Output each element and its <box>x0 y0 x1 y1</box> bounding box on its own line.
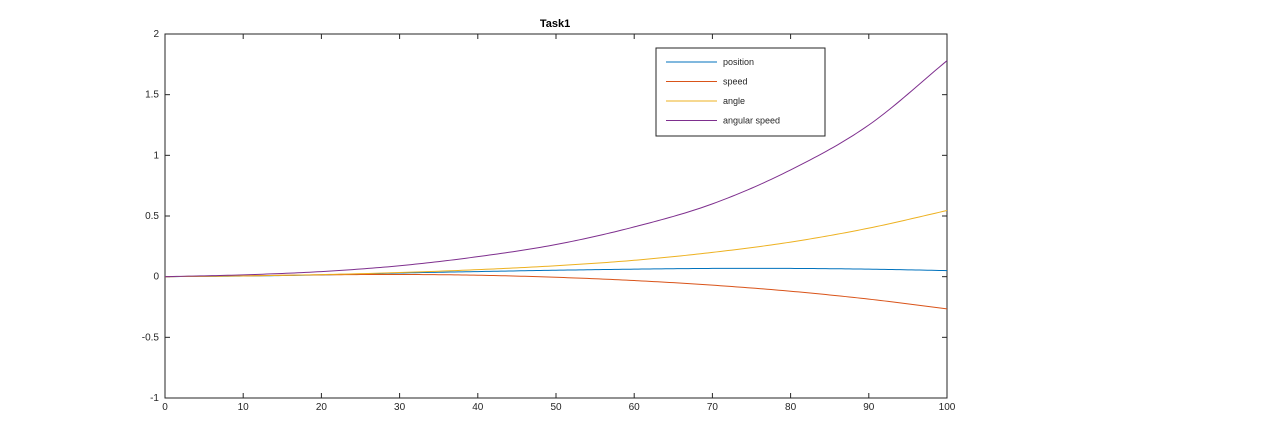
y-tick-label: 1.5 <box>145 90 159 101</box>
y-tick-label: 1 <box>153 150 159 161</box>
legend-label: speed <box>723 77 748 87</box>
legend-label: angle <box>723 96 745 106</box>
legend: position speed angle angular speed <box>655 47 826 137</box>
y-tick-label: -0.5 <box>142 332 160 343</box>
x-tick-label: 20 <box>316 402 328 413</box>
y-tick-label: 2 <box>153 29 159 40</box>
x-tick-label: 10 <box>238 402 250 413</box>
x-tick-label: 50 <box>550 402 562 413</box>
series-line-angle <box>164 210 948 278</box>
x-tick-label: 0 <box>162 402 168 413</box>
x-tick-label: 60 <box>629 402 641 413</box>
x-tick-label: 80 <box>785 402 797 413</box>
series-lines <box>164 60 948 310</box>
y-tick-label: -1 <box>150 393 159 404</box>
x-tick-label: 40 <box>472 402 484 413</box>
x-tick-label: 30 <box>394 402 406 413</box>
y-tick-label: 0.5 <box>145 211 159 222</box>
series-line-angular-speed <box>164 60 948 278</box>
legend-label: angular speed <box>723 116 780 126</box>
chart-title: Task1 <box>540 18 570 30</box>
axes: 0 10 20 30 40 50 60 70 80 90 100 -1 -0.5 0 0.5 1 1.5 2 <box>142 29 956 413</box>
x-tick-label: 70 <box>707 402 719 413</box>
y-tick-label: 0 <box>153 272 159 283</box>
legend-box <box>655 47 826 137</box>
plot-frame <box>164 33 948 399</box>
legend-label: position <box>723 57 754 67</box>
x-tick-label: 100 <box>939 402 956 413</box>
x-tick-label: 90 <box>863 402 875 413</box>
